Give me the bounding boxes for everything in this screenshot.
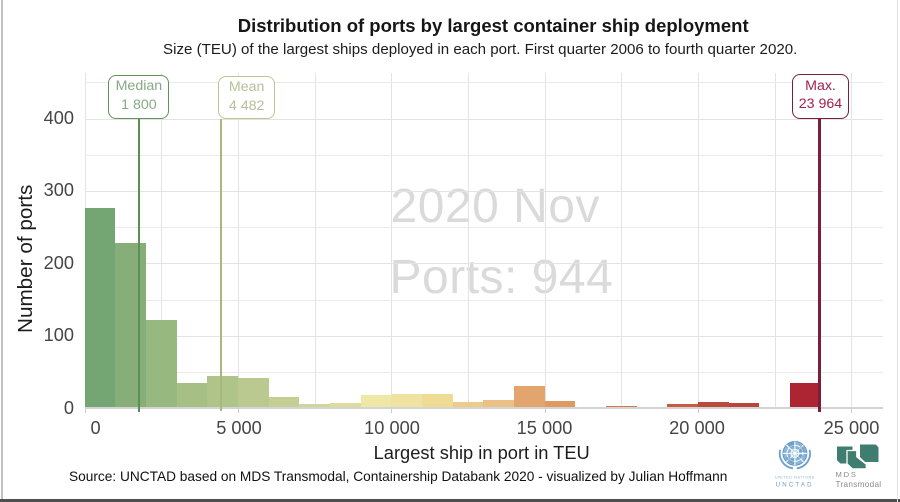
svg-text:Transmodal: Transmodal <box>836 480 882 489</box>
svg-text:UNITED NATIONS: UNITED NATIONS <box>775 476 815 480</box>
svg-text:UNCTAD: UNCTAD <box>776 481 814 488</box>
svg-text:MDS: MDS <box>836 470 858 479</box>
